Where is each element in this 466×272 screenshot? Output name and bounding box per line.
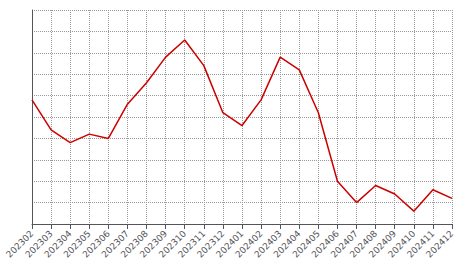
- svg-text:202409: 202409: [366, 228, 399, 260]
- svg-text:202406: 202406: [309, 228, 341, 260]
- svg-text:202306: 202306: [80, 228, 112, 260]
- svg-text:202412: 202412: [424, 228, 455, 259]
- svg-text:202304: 202304: [42, 228, 74, 260]
- svg-text:202311: 202311: [176, 228, 208, 260]
- svg-text:202312: 202312: [195, 228, 227, 260]
- svg-text:202302: 202302: [4, 228, 36, 260]
- svg-text:202407: 202407: [328, 228, 361, 260]
- svg-text:202402: 202402: [233, 228, 265, 260]
- svg-text:202403: 202403: [252, 228, 284, 260]
- svg-text:202308: 202308: [118, 228, 151, 260]
- svg-text:202411: 202411: [405, 228, 437, 260]
- svg-text:202408: 202408: [347, 228, 380, 260]
- svg-text:202404: 202404: [271, 228, 303, 260]
- svg-text:202305: 202305: [61, 228, 93, 260]
- svg-text:202303: 202303: [23, 228, 55, 260]
- svg-text:202410: 202410: [386, 228, 418, 260]
- svg-text:202307: 202307: [99, 228, 131, 260]
- svg-text:202401: 202401: [214, 228, 246, 260]
- svg-text:202309: 202309: [137, 228, 170, 260]
- svg-text:202405: 202405: [290, 228, 322, 260]
- svg-text:202310: 202310: [156, 228, 189, 260]
